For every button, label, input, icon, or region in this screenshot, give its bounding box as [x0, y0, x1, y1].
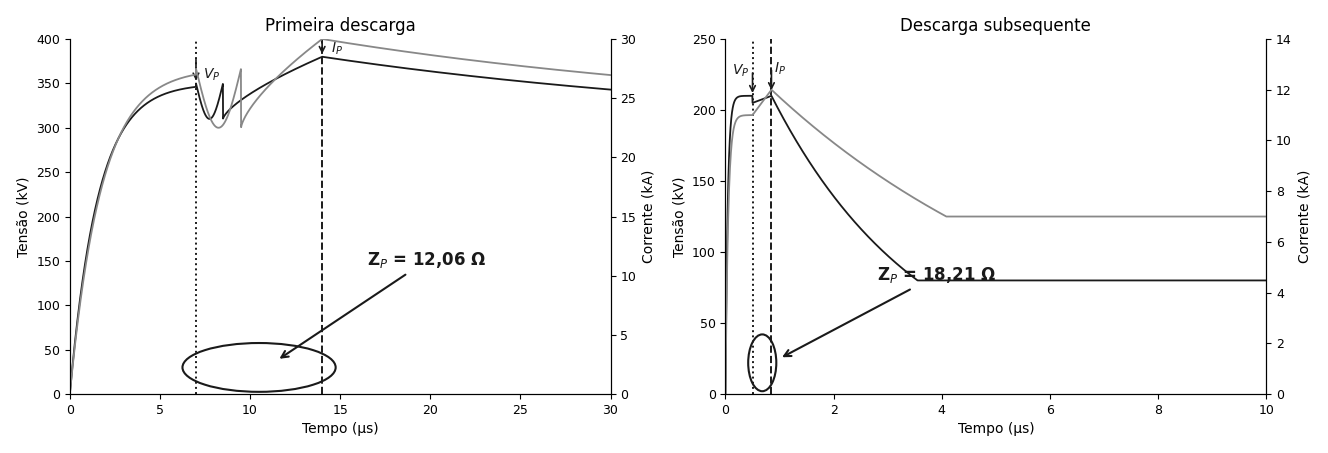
X-axis label: Tempo (μs): Tempo (μs) [957, 422, 1035, 436]
Title: Descarga subsequente: Descarga subsequente [900, 17, 1092, 35]
Text: Z$_P$ = 18,21 Ω: Z$_P$ = 18,21 Ω [784, 265, 996, 356]
Y-axis label: Tensão (kV): Tensão (kV) [17, 176, 31, 257]
Text: Z$_P$ = 12,06 Ω: Z$_P$ = 12,06 Ω [282, 251, 486, 357]
Title: Primeira descarga: Primeira descarga [264, 17, 416, 35]
Text: $V_P$: $V_P$ [203, 67, 220, 83]
Text: $I_P$: $I_P$ [774, 61, 786, 77]
Y-axis label: Corrente (kA): Corrente (kA) [641, 170, 656, 263]
X-axis label: Tempo (μs): Tempo (μs) [301, 422, 378, 436]
Text: $I_P$: $I_P$ [331, 40, 343, 57]
Y-axis label: Tensão (kV): Tensão (kV) [672, 176, 687, 257]
Y-axis label: Corrente (kA): Corrente (kA) [1297, 170, 1311, 263]
Text: $V_P$: $V_P$ [732, 63, 749, 79]
